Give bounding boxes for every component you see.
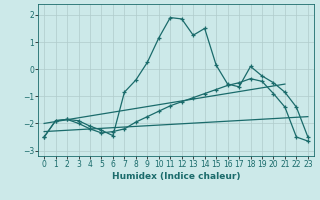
X-axis label: Humidex (Indice chaleur): Humidex (Indice chaleur) <box>112 172 240 181</box>
